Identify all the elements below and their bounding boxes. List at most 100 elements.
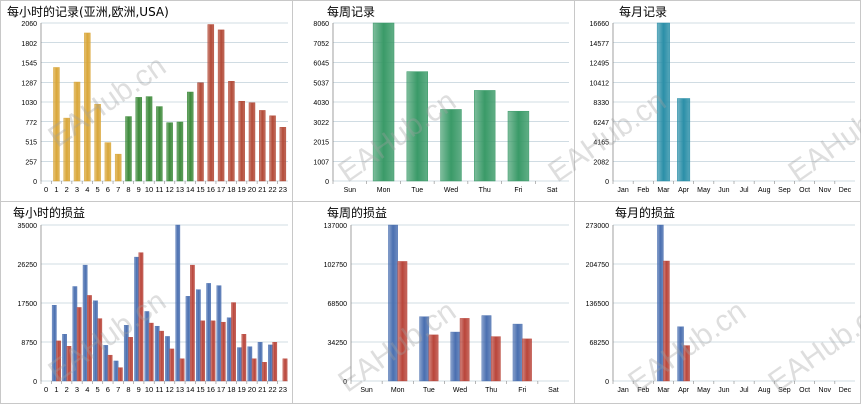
bar [522, 338, 532, 382]
x-tick-label: 3 [75, 185, 79, 194]
y-tick-label: 4030 [313, 100, 329, 107]
bar [282, 358, 288, 382]
chart-title: 每周的损益 [327, 206, 388, 220]
y-tick-label: 0 [325, 179, 329, 186]
x-tick-label: Apr [678, 187, 690, 194]
y-tick-label: 273000 [586, 223, 609, 230]
bar [87, 295, 92, 382]
x-tick-label: 7 [116, 185, 120, 194]
x-tick-label: Dec [839, 187, 852, 194]
x-tick-label: Sat [547, 187, 558, 194]
bar [220, 321, 226, 382]
panel-weekly-pl: 每周的损益 0 34250 68500 102750 137000 Sun Mon Tue We… [292, 201, 575, 404]
bar [226, 317, 232, 382]
bar [272, 342, 278, 382]
x-tick-label: Mon [377, 187, 391, 194]
x-tick-label: 21 [258, 185, 266, 194]
x-tick-label: Tue [423, 387, 435, 394]
y-tick-label: 102750 [324, 262, 347, 269]
y-tick-label: 7052 [313, 41, 329, 48]
chart-title: 每小时的记录(亚洲,欧洲,USA) [7, 5, 169, 19]
x-tick-label: 3 [75, 385, 79, 394]
bar [372, 22, 395, 182]
y-tick-label: 3022 [313, 120, 329, 127]
bar [154, 325, 160, 382]
x-tick-label: 0 [44, 185, 48, 194]
y-tick-label: 2060 [21, 21, 37, 28]
bar [97, 318, 103, 382]
bar [135, 97, 143, 182]
bar [481, 315, 492, 382]
bar [53, 67, 60, 182]
bar [248, 102, 256, 182]
bar [217, 29, 225, 182]
x-tick-label: May [697, 387, 711, 394]
bar [156, 106, 163, 182]
bar [268, 344, 273, 382]
y-tick-label: 4165 [593, 140, 609, 147]
bar [76, 307, 82, 382]
bar [251, 358, 257, 382]
bar [490, 336, 501, 382]
y-tick-label: 515 [25, 140, 37, 147]
x-tick-label: 16 [207, 385, 215, 394]
bar [197, 82, 204, 182]
chart-title: 每周记录 [327, 5, 376, 19]
bar [113, 360, 119, 382]
y-tick-label: 8060 [313, 21, 329, 28]
y-tick-label: 8750 [21, 340, 37, 347]
x-tick-label: 14 [186, 385, 194, 394]
x-tick-label: Fri [518, 387, 527, 394]
x-tick-label: Nov [819, 187, 832, 194]
bar [231, 302, 236, 382]
bar [237, 347, 242, 382]
panel-weekly-records: 每周记录 0 1007 2015 3022 4030 5037 6045 7052 8060 Su… [292, 0, 575, 202]
bar [107, 354, 113, 382]
x-tick-label: 0 [44, 385, 48, 394]
y-tick-label: 8330 [593, 100, 609, 107]
x-tick-label: Sep [778, 387, 791, 394]
bar [200, 320, 206, 382]
x-tick-label: Mar [657, 187, 670, 194]
bar [145, 96, 153, 182]
bar [259, 110, 266, 182]
x-tick-label: Jun [718, 187, 729, 194]
bar [165, 336, 170, 382]
bar [206, 283, 212, 382]
x-tick-label: 4 [85, 385, 89, 394]
bar [247, 346, 253, 382]
bar [104, 142, 112, 182]
bar [56, 340, 61, 382]
y-tick-label: 10412 [590, 80, 610, 87]
x-tick-label: 13 [176, 185, 184, 194]
y-tick-label: 6247 [593, 120, 609, 127]
bar [185, 296, 191, 382]
x-tick-label: Jul [740, 387, 749, 394]
bar [269, 115, 276, 182]
bar [73, 81, 81, 182]
x-tick-label: 23 [279, 385, 287, 394]
bar [125, 116, 132, 182]
bar [507, 110, 530, 182]
y-tick-label: 17500 [18, 301, 38, 308]
x-tick-label: May [697, 187, 711, 194]
bar [117, 367, 123, 382]
x-tick-label: Wed [453, 387, 467, 394]
x-tick-label: 20 [248, 385, 256, 394]
y-tick-label: 772 [25, 120, 37, 127]
x-tick-label: Nov [819, 387, 832, 394]
x-tick-label: Sun [344, 187, 357, 194]
weekly-records-chart: 0 1007 2015 3022 4030 5037 6045 7052 8060 Sun Mon T… [313, 21, 569, 194]
x-tick-label: 19 [238, 185, 246, 194]
chart-title: 每月的损益 [615, 206, 676, 220]
y-tick-label: 1007 [313, 159, 329, 166]
bar [228, 81, 235, 182]
x-tick-label: Jan [617, 187, 628, 194]
x-tick-label: Dec [839, 387, 852, 394]
x-tick-label: 2 [65, 385, 69, 394]
bar [216, 285, 222, 382]
x-tick-label: Thu [479, 187, 491, 194]
bar [683, 345, 690, 382]
y-tick-label: 137000 [324, 223, 347, 230]
